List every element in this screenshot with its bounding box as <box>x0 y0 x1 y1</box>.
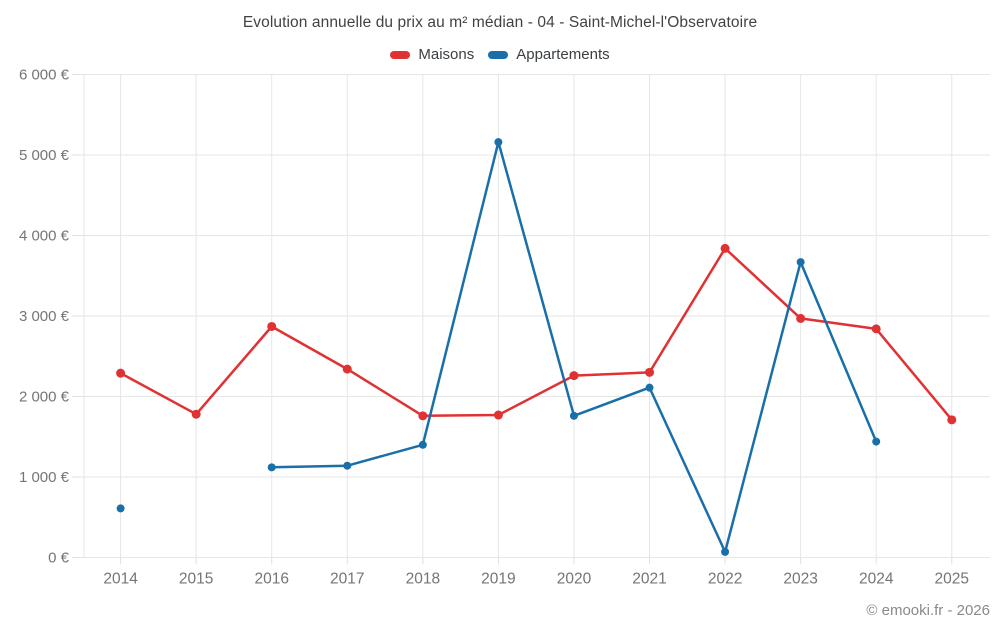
data-point-appartements-2017[interactable] <box>343 461 352 470</box>
maisons-color-swatch <box>390 50 411 59</box>
data-point-appartements-2020[interactable] <box>569 411 578 420</box>
x-axis-label: 2023 <box>783 571 817 588</box>
y-axis-label: 1 000 € <box>19 469 70 486</box>
x-axis-label: 2021 <box>632 571 666 588</box>
data-point-maisons-2015[interactable] <box>191 409 201 419</box>
x-axis-label: 2019 <box>481 571 515 588</box>
data-point-maisons-2019[interactable] <box>493 410 503 420</box>
x-axis-label: 2014 <box>103 571 138 588</box>
x-axis-label: 2017 <box>330 571 364 588</box>
x-axis-label: 2020 <box>557 571 592 588</box>
series-line-maisons <box>119 247 954 422</box>
legend-item-maisons[interactable]: Maisons <box>390 46 474 63</box>
y-axis-label: 2 000 € <box>19 389 70 406</box>
data-point-maisons-2018[interactable] <box>418 411 428 421</box>
chart-title: Evolution annuelle du prix au m² médian … <box>242 14 758 31</box>
data-point-appartements-2014[interactable] <box>116 504 125 513</box>
data-point-maisons-2017[interactable] <box>342 364 352 374</box>
legend: Maisons Appartements <box>0 46 1000 63</box>
legend-label-maisons: Maisons <box>418 46 475 63</box>
data-point-maisons-2024[interactable] <box>871 324 881 334</box>
data-point-maisons-2023[interactable] <box>796 313 806 323</box>
y-axis-label: 4 000 € <box>19 228 70 245</box>
data-point-appartements-2022[interactable] <box>721 547 730 556</box>
x-axis-label: 2022 <box>708 571 742 588</box>
x-axis-label: 2024 <box>859 571 894 588</box>
y-axis-label: 0 € <box>48 550 70 567</box>
appartements-color-swatch <box>488 50 509 59</box>
data-point-appartements-2016[interactable] <box>267 463 276 472</box>
x-axis-label: 2018 <box>406 571 440 588</box>
copyright-footer: © emooki.fr - 2026 <box>866 602 990 619</box>
data-point-maisons-2021[interactable] <box>645 367 655 377</box>
x-axis-label: 2025 <box>935 571 969 588</box>
data-point-maisons-2020[interactable] <box>569 371 579 381</box>
data-point-maisons-2014[interactable] <box>116 368 126 378</box>
y-axis-label: 6 000 € <box>19 67 70 84</box>
data-point-maisons-2022[interactable] <box>720 243 730 253</box>
data-point-appartements-2018[interactable] <box>418 440 427 449</box>
data-point-maisons-2016[interactable] <box>267 321 277 331</box>
y-axis-label: 3 000 € <box>19 308 70 325</box>
legend-item-appartements[interactable]: Appartements <box>488 46 610 63</box>
x-axis-label: 2015 <box>179 571 213 588</box>
y-axis-label: 5 000 € <box>19 147 70 164</box>
legend-label-appartements: Appartements <box>516 46 610 63</box>
data-point-appartements-2021[interactable] <box>645 383 654 392</box>
data-point-maisons-2025[interactable] <box>947 415 957 425</box>
data-point-appartements-2024[interactable] <box>872 437 881 446</box>
x-axis-label: 2016 <box>254 571 288 588</box>
data-point-appartements-2019[interactable] <box>494 138 503 147</box>
data-point-appartements-2023[interactable] <box>796 258 805 267</box>
